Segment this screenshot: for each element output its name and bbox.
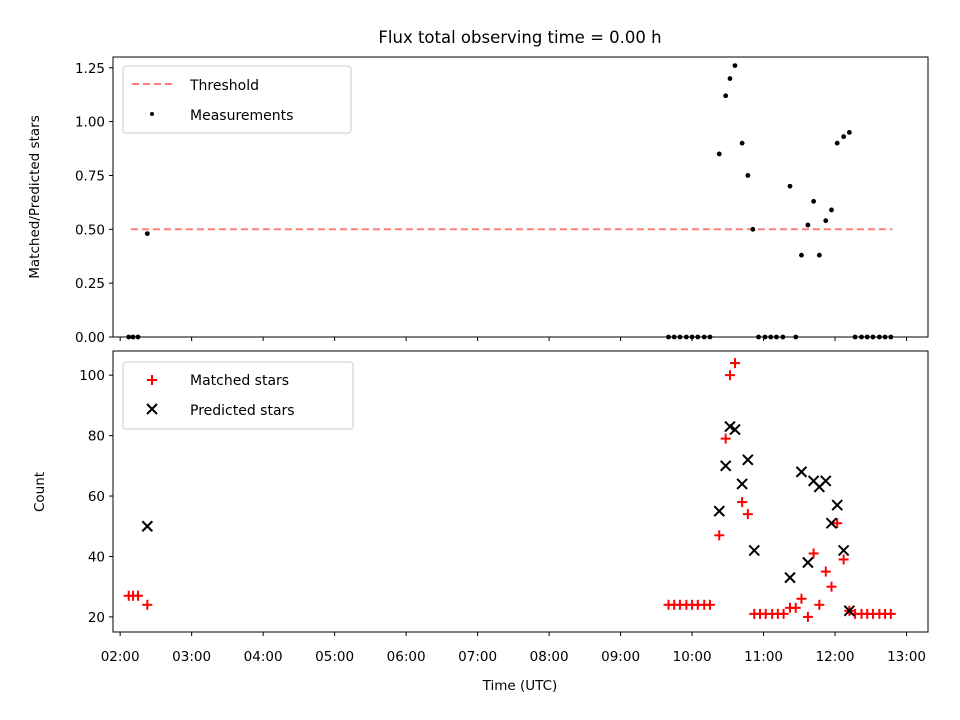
top-y-tick-label: 0.50: [75, 222, 105, 238]
x-tick-label: 03:00: [172, 649, 211, 665]
measurement-point: [144, 231, 150, 237]
count-points-layer: [123, 358, 896, 622]
legend-measurements-label: Measurements: [190, 108, 293, 124]
bottom-y-tick-label: 40: [88, 549, 105, 565]
top-y-tick-label: 1.00: [75, 115, 105, 131]
predicted-star-point: [795, 466, 808, 478]
matched-star-point: [704, 599, 715, 610]
measurement-point: [750, 226, 756, 232]
matched-star-point: [720, 433, 731, 444]
x-axis-label: Time (UTC): [482, 678, 558, 694]
bottom-x-ticks: 02:00 03:00 04:00 05:00 06:00 07:00 08:00 09:00…: [101, 632, 926, 665]
bottom-y-tick-label: 80: [88, 429, 105, 445]
predicted-star-point: [713, 505, 725, 517]
matched-star-point: [724, 370, 735, 381]
predicted-star-point: [843, 605, 856, 617]
legend-measurements-swatch: [150, 112, 154, 116]
predicted-star-point: [831, 499, 843, 511]
predicted-star-point: [729, 423, 741, 436]
measurement-point: [834, 140, 840, 146]
measurement-point: [841, 134, 847, 140]
matched-star-point: [142, 599, 153, 610]
top-y-tick-label: 0.75: [75, 168, 105, 184]
measurement-point: [723, 93, 729, 99]
measurement-point: [745, 173, 751, 178]
predicted-star-point: [825, 517, 838, 529]
matched-star-point: [808, 548, 819, 559]
bottom-y-ticks: 20 40 60 80 100: [79, 368, 113, 626]
bottom-plot-frame: [112, 350, 929, 633]
matched-star-point: [796, 593, 807, 604]
predicted-star-point: [719, 460, 732, 472]
matched-star-point: [814, 599, 825, 610]
legend-predicted-swatch: [146, 403, 158, 415]
measurement-point: [799, 252, 804, 258]
measurement-point: [816, 252, 822, 258]
x-tick-label: 09:00: [601, 649, 640, 665]
legend-matched-swatch: [147, 375, 157, 385]
matched-star-point: [826, 581, 837, 592]
x-tick-label: 10:00: [673, 649, 712, 665]
legend-matched-label: Matched stars: [190, 373, 289, 389]
predicted-star-point: [141, 520, 154, 532]
matched-star-point: [778, 608, 789, 619]
predicted-star-point: [736, 478, 748, 490]
matched-star-point: [802, 611, 813, 622]
predicted-star-point: [748, 544, 760, 557]
matched-star-point: [742, 509, 753, 520]
matched-star-point: [832, 518, 843, 529]
matched-star-point: [838, 554, 849, 565]
chart-title: Flux total observing time = 0.00 h: [378, 28, 661, 47]
legend-predicted-label: Predicted stars: [190, 403, 295, 419]
x-tick-label: 11:00: [744, 649, 783, 665]
matched-star-point: [737, 497, 748, 508]
predicted-star-point: [802, 556, 814, 569]
measurement-point: [727, 76, 733, 81]
predicted-star-point: [742, 454, 754, 466]
matched-star-point: [885, 608, 896, 619]
top-legend: Threshold Measurements: [122, 65, 352, 134]
y-axis-label-ratio: Matched/Predicted stars: [27, 115, 43, 278]
top-y-tick-label: 0.00: [75, 330, 105, 346]
x-tick-label: 02:00: [101, 649, 140, 665]
flux-ratio-panel: Flux total observing time = 0.00 h Match…: [27, 28, 929, 346]
bottom-y-tick-label: 60: [88, 489, 105, 505]
measurement-point: [823, 218, 829, 224]
measurement-point: [787, 183, 793, 189]
measurement-point: [811, 198, 817, 204]
predicted-star-point: [820, 475, 832, 487]
legend-threshold-label: Threshold: [189, 78, 259, 94]
top-x-ticks: [119, 337, 908, 341]
measurement-point: [805, 222, 811, 228]
bottom-y-tick-label: 20: [88, 610, 105, 626]
measurement-point: [846, 129, 852, 135]
x-tick-label: 08:00: [530, 649, 569, 665]
matched-star-point: [790, 602, 801, 613]
x-tick-label: 12:00: [816, 649, 855, 665]
matched-star-point: [820, 566, 831, 577]
measurement-point: [739, 140, 745, 146]
predicted-star-point: [784, 571, 796, 584]
x-tick-label: 04:00: [244, 649, 283, 665]
measurement-point: [716, 151, 722, 157]
x-tick-label: 06:00: [387, 649, 426, 665]
x-tick-label: 13:00: [887, 649, 926, 665]
matched-star-point: [729, 358, 740, 369]
measurement-point: [732, 63, 738, 69]
predicted-star-point: [837, 544, 850, 557]
top-y-tick-label: 0.25: [75, 276, 105, 292]
top-y-ticks: 0.00 0.25 0.50 0.75 1.00 1.25: [75, 61, 113, 346]
x-tick-label: 05:00: [315, 649, 354, 665]
matched-star-point: [133, 590, 144, 601]
bottom-y-tick-label: 100: [79, 368, 105, 384]
x-tick-label: 07:00: [458, 649, 497, 665]
matched-star-point: [714, 530, 725, 541]
top-y-tick-label: 1.25: [75, 61, 105, 77]
bottom-legend: Matched stars Predicted stars: [122, 361, 354, 430]
y-axis-label-count: Count: [32, 472, 48, 512]
measurement-point: [829, 207, 834, 213]
top-plot-frame: [112, 56, 929, 338]
